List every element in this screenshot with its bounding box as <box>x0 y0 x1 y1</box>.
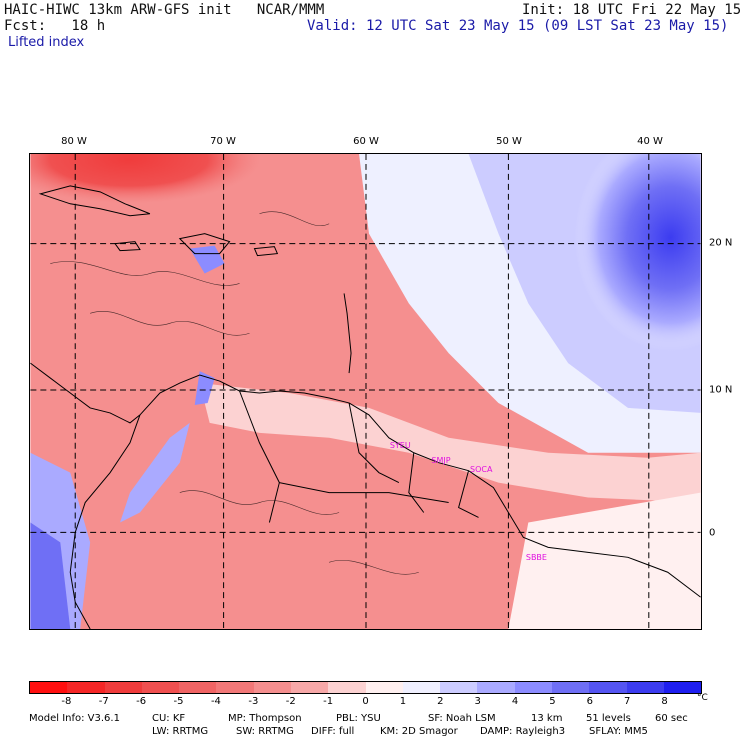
lat-label-10n: 10 N <box>709 384 733 396</box>
colorbar-swatch <box>551 682 590 693</box>
lon-label-50w: 50 W <box>496 136 522 147</box>
colorbar-tick-label: 0 <box>362 696 369 707</box>
field-caribbean-red <box>30 154 360 264</box>
colorbar <box>29 681 702 694</box>
model-info-timestep: 60 sec <box>655 713 688 724</box>
model-info-pbl: PBL: YSU <box>336 713 381 724</box>
colorbar-swatch <box>104 682 142 693</box>
colorbar-tick-label: 8 <box>661 696 668 707</box>
colorbar-swatch <box>67 682 105 693</box>
colorbar-swatch <box>477 682 515 693</box>
field-southeast-pale <box>508 492 701 629</box>
model-info-sw: SW: RRTMG <box>236 726 294 737</box>
coast-cuba <box>38 185 151 217</box>
coast-jamaica <box>114 241 141 252</box>
field-hispaniola-blue <box>189 245 225 274</box>
colorbar-tick-label: -8 <box>61 696 72 707</box>
model-info-damp: DAMP: Rayleigh3 <box>480 726 566 737</box>
contour-3 <box>259 211 330 226</box>
colorbar-swatch <box>626 682 664 693</box>
colorbar-tick-label: -6 <box>136 696 147 707</box>
colorbar-tick-label: 5 <box>549 696 556 707</box>
colorbar-swatch <box>328 682 366 693</box>
station-label: SBBE <box>525 553 547 563</box>
forecast-hour: Fcst: 18 h <box>4 18 106 34</box>
colorbar-tick-label: 3 <box>474 696 481 707</box>
colorbar-tick-label: -1 <box>323 696 334 707</box>
colorbar-swatch <box>141 682 180 693</box>
colorbar-tick-label: -3 <box>248 696 259 707</box>
border-3 <box>408 452 425 513</box>
colorbar-swatch <box>30 682 68 693</box>
colorbar-unit: °C <box>697 693 708 703</box>
colorbar-tick-label: 2 <box>437 696 444 707</box>
init-time: Init: 18 UTC Fri 22 May 15 <box>522 2 740 18</box>
colorbar-swatch <box>179 682 217 693</box>
coast-pacific <box>69 414 141 629</box>
model-info-cu: CU: KF <box>152 713 186 724</box>
coast-lesser-antilles <box>343 293 352 374</box>
coast-hispaniola <box>178 233 231 255</box>
coast-puerto-rico <box>253 246 279 257</box>
colorbar-swatch <box>216 682 254 693</box>
contour-4 <box>179 490 340 515</box>
colorbar-swatch <box>514 682 552 693</box>
model-info-version: Model Info: V3.6.1 <box>29 713 120 724</box>
model-info-resolution: 13 km <box>531 713 563 724</box>
model-info-sf: SF: Noah LSM <box>428 713 496 724</box>
valid-time: Valid: 12 UTC Sat 23 May 15 (09 LST Sat … <box>307 18 729 34</box>
colorbar-tick-label: -2 <box>285 696 296 707</box>
contour-1 <box>50 261 240 286</box>
colorbar-swatch <box>365 682 403 693</box>
lon-label-60w: 60 W <box>353 136 379 147</box>
coast-brazil-north <box>507 512 701 598</box>
station-label: SYEU <box>389 440 411 450</box>
border-1 <box>239 390 280 523</box>
border-5 <box>279 482 449 504</box>
colorbar-swatch <box>663 682 702 693</box>
lat-label-20n: 20 N <box>709 237 733 249</box>
field-name: Lifted index <box>8 35 85 50</box>
colorbar-tick-label: -4 <box>210 696 221 707</box>
lon-label-80w: 80 W <box>61 136 87 147</box>
border-4 <box>458 470 479 518</box>
colorbar-swatch <box>589 682 627 693</box>
colorbar-tick-label: -7 <box>98 696 109 707</box>
lat-label-0: 0 <box>709 527 716 539</box>
station-label: SMJP <box>431 456 451 466</box>
field-pacific-blue-core <box>30 522 71 629</box>
field-coastal-pale <box>199 383 701 503</box>
field-atlantic-core <box>448 154 701 453</box>
lifted-index-map <box>29 153 702 630</box>
model-info-levels: 51 levels <box>586 713 631 724</box>
colorbar-tick-label: 1 <box>399 696 407 707</box>
colorbar-tick-label: -5 <box>173 696 184 707</box>
model-info-km: KM: 2D Smagor <box>380 726 458 737</box>
border-2 <box>348 402 400 484</box>
colorbar-swatch <box>290 682 329 693</box>
lon-label-40w: 40 W <box>637 136 663 147</box>
model-info-mp: MP: Thompson <box>228 713 302 724</box>
contour-5 <box>329 560 419 575</box>
model-info-lw: LW: RRTMG <box>152 726 209 737</box>
colorbar-swatch <box>253 682 291 693</box>
colorbar-swatch <box>440 682 478 693</box>
colorbar-swatch <box>402 682 441 693</box>
field-andes-blue-1 <box>120 422 190 523</box>
contour-2 <box>90 311 250 336</box>
colorbar-tick-label: 7 <box>624 696 631 707</box>
lon-label-70w: 70 W <box>210 136 236 147</box>
coast-guianas <box>348 402 509 513</box>
model-title: HAIC-HIWC 13km ARW-GFS init NCAR/MMM <box>4 2 325 18</box>
colorbar-tick-label: 6 <box>586 696 594 707</box>
field-andes-blue-2 <box>194 371 215 405</box>
coast-central-america <box>30 362 141 424</box>
station-label: SOCA <box>470 464 493 474</box>
colorbar-tick-label: 4 <box>511 696 519 707</box>
model-info-sflay: SFLAY: MM5 <box>589 726 648 737</box>
model-info-diff: DIFF: full <box>311 726 355 737</box>
